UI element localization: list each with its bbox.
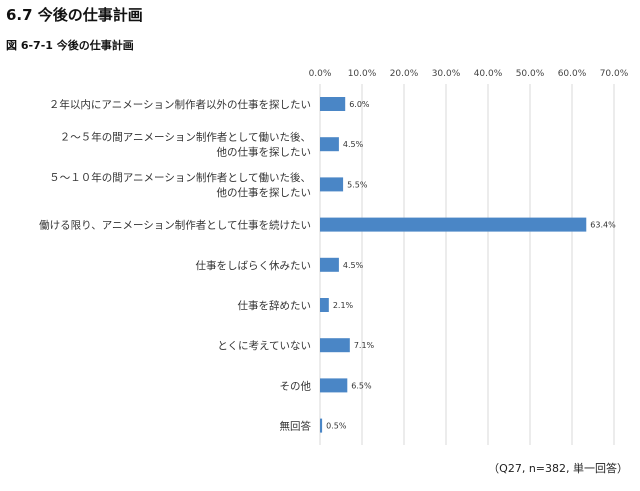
data-label: 63.4% [590,221,616,230]
data-label: 5.5% [347,180,368,189]
bar [320,418,323,433]
category-label: ２～５年の間アニメーション制作者として働いた後、 [60,131,311,144]
x-tick-label: 0.0% [309,69,332,79]
bar [320,97,346,111]
bar [320,338,350,353]
x-tick-label: 60.0% [558,69,587,79]
bar [320,298,329,312]
category-labels: ２年以内にアニメーション制作者以外の仕事を探したい ２～５年の間アニメーション制作… [39,98,311,433]
data-label: 4.5% [343,261,364,270]
figure-label: 図 6-7-1 今後の仕事計画 [6,39,134,52]
category-label: 働ける限り、アニメーション制作者として仕事を続けたい [39,219,311,232]
bar [320,217,587,232]
x-tick-label: 10.0% [348,69,377,79]
category-label: ５～１０年の間アニメーション制作者として働いた後、 [49,171,311,184]
category-label: 他の仕事を探したい [217,146,312,159]
footnote: （Q27, n=382, 単一回答） [488,462,628,475]
data-label: 0.5% [326,422,347,431]
section-title: 6.7 今後の仕事計画 [6,6,143,24]
bar [320,137,339,152]
category-label: 他の仕事を探したい [217,186,312,199]
data-label: 7.1% [354,341,375,350]
data-label: 2.1% [333,301,354,310]
data-labels: 6.0% 4.5% 5.5% 63.4% 4.5% 2.1% 7.1% 6.5% 0.5% [326,100,616,431]
data-label: 6.0% [349,100,370,109]
data-label: 4.5% [343,140,364,149]
category-label: ２年以内にアニメーション制作者以外の仕事を探したい [49,98,311,111]
x-tick-label: 40.0% [474,69,503,79]
bars [320,97,587,433]
bar [320,257,339,272]
category-label: その他 [280,379,312,392]
category-label: 無回答 [280,420,312,433]
gridlines [319,84,615,445]
x-tick-label: 70.0% [600,69,629,79]
bar [320,378,348,393]
data-label: 6.5% [351,381,372,390]
bar [320,177,344,192]
category-label: 仕事を辞めたい [238,299,312,312]
x-tick-label: 50.0% [516,69,545,79]
x-tick-label: 30.0% [432,69,461,79]
x-tick-label: 20.0% [390,69,419,79]
category-label: 仕事をしばらく休みたい [196,259,312,272]
x-axis-ticks: 0.0% 10.0% 20.0% 30.0% 40.0% 50.0% 60.0% 70.0% [309,69,629,79]
category-label: とくに考えていない [217,340,311,352]
